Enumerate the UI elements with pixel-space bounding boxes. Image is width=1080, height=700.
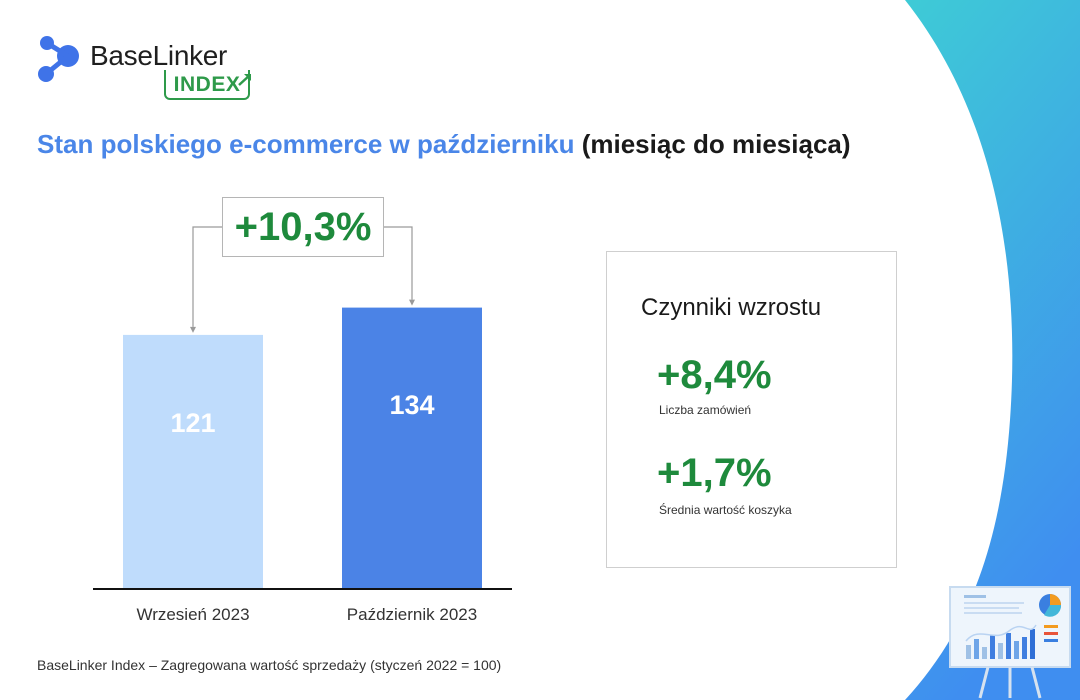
bar-value-label-1: 134 — [389, 390, 434, 420]
title-highlight: Stan polskiego e-commerce w październiku — [37, 129, 575, 159]
factors-title: Czynniki wzrostu — [641, 294, 822, 321]
logo-molecule-icon — [38, 36, 79, 82]
logo-index-badge: INDEX — [164, 70, 250, 100]
bar-value-label-0: 121 — [170, 408, 215, 438]
category-label-0: Wrzesień 2023 — [136, 605, 249, 624]
page-title: Stan polskiego e-commerce w październiku… — [37, 129, 851, 160]
trend-up-arrow-icon — [238, 74, 251, 86]
presentation-board-icon — [949, 586, 1071, 699]
orders-growth-label: Liczba zamówień — [659, 403, 752, 417]
basket-growth-label: Średnia wartość koszyka — [659, 503, 792, 517]
bar-1 — [342, 307, 482, 589]
growth-factors-panel: Czynniki wzrostu +8,4% Liczba zamówień +… — [606, 251, 897, 568]
bar-0 — [123, 334, 263, 589]
title-suffix: (miesiąc do miesiąca) — [581, 129, 851, 159]
connector-line-left — [192, 226, 222, 327]
footnote: BaseLinker Index – Zagregowana wartość s… — [37, 657, 502, 673]
orders-growth-value: +8,4% — [657, 353, 772, 397]
baselinker-logo: BaseLinker INDEX — [36, 34, 266, 106]
connector-arrowhead-right — [409, 299, 415, 306]
logo-wordmark: BaseLinker — [90, 40, 228, 71]
connector-arrowhead-left — [190, 326, 196, 333]
change-percentage-box: +10,3% — [222, 197, 384, 257]
connector-line-right — [384, 226, 413, 300]
category-label-1: Październik 2023 — [347, 605, 477, 624]
basket-growth-value: +1,7% — [657, 451, 772, 495]
